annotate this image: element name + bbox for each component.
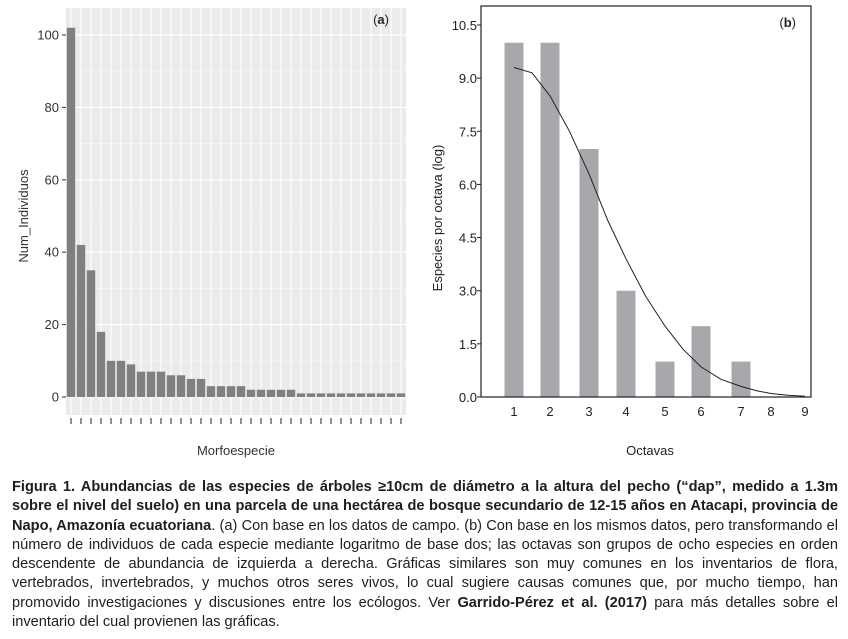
bar	[116, 360, 126, 397]
bar	[376, 393, 386, 397]
bar	[156, 371, 166, 397]
chart-a-abundance-bars: 0 20 40 60 80 100 Morfoespecie Num_Individuos (a…	[16, 8, 406, 458]
panel-label-a: (a)	[373, 12, 389, 27]
x-tick-label: 1	[510, 404, 517, 419]
y-tick-label: 20	[45, 317, 59, 332]
caption-reference-link[interactable]: Garrido-Pérez et al. (2017)	[457, 594, 647, 611]
bar	[396, 393, 406, 397]
y-tick-label: 80	[45, 100, 59, 115]
x-tick-label: 3	[585, 404, 592, 419]
chart-b-octave-bars: 0.0 1.5 3.0 4.5 6.0 7.5 9.0 10.5 1 2 3 4 5 6 7 8 9 Octava…	[430, 5, 812, 458]
bar	[286, 389, 296, 397]
bar	[136, 371, 146, 397]
bar	[186, 378, 196, 397]
x-tick-label: 8	[767, 404, 774, 419]
x-tick-label: 6	[697, 404, 704, 419]
y-tick-label: 6.0	[459, 177, 477, 192]
bar	[166, 375, 176, 397]
bar	[256, 389, 266, 397]
bar	[616, 290, 636, 397]
bar	[316, 393, 326, 397]
bar	[176, 375, 186, 397]
bar	[579, 149, 599, 397]
y-tick-label: 9.0	[459, 71, 477, 86]
y-tick-label: 0	[52, 390, 59, 405]
caption-bold-title: Figura 1. Abundancias de las especies de…	[12, 479, 838, 534]
plot-frame	[480, 5, 812, 398]
y-tick-label: 1.5	[459, 337, 477, 352]
bar	[356, 393, 366, 397]
bar	[296, 393, 306, 397]
bar	[86, 270, 96, 397]
bar	[336, 393, 346, 397]
bar	[691, 326, 711, 397]
x-tick-label: 4	[622, 404, 629, 419]
x-tick-label: 2	[546, 404, 553, 419]
y-tick-label: 4.5	[459, 231, 477, 246]
x-tick-label: 5	[661, 404, 668, 419]
bar	[346, 393, 356, 397]
bar	[366, 393, 376, 397]
y-tick-label: 10.5	[452, 18, 477, 33]
bar	[196, 378, 206, 397]
figure-panels: 0 20 40 60 80 100 Morfoespecie Num_Individuos (a…	[16, 5, 812, 458]
panel-label-b: (b)	[779, 15, 796, 30]
bar	[216, 386, 226, 397]
bar	[146, 371, 156, 397]
bar	[276, 389, 286, 397]
bar	[504, 42, 524, 397]
bar	[96, 331, 106, 397]
bar	[306, 393, 316, 397]
bar	[655, 361, 675, 397]
y-axis-title: Num_Individuos	[16, 169, 31, 263]
bar	[76, 244, 86, 397]
bar	[226, 386, 236, 397]
bar	[106, 360, 116, 397]
bar	[66, 27, 76, 397]
x-tick-label: 9	[801, 404, 808, 419]
caption-tail: para más detalles sobre el inventario de…	[12, 594, 838, 631]
y-tick-label: 60	[45, 172, 59, 187]
y-tick-label: 3.0	[459, 284, 477, 299]
x-tick-label: 7	[737, 404, 744, 419]
x-axis-title: Octavas	[626, 443, 674, 458]
caption-body: . (a) Con base en los datos de campo. (b…	[12, 517, 838, 611]
y-axis-title: Especies por octava (log)	[430, 145, 445, 292]
bar	[206, 386, 216, 397]
y-tick-label: 7.5	[459, 124, 477, 139]
bar	[386, 393, 396, 397]
bar	[126, 364, 136, 397]
bar	[246, 389, 256, 397]
bar	[731, 361, 751, 397]
bar	[326, 393, 336, 397]
bar	[266, 389, 276, 397]
fitted-curve-line	[513, 67, 806, 397]
y-tick-label: 100	[37, 28, 59, 43]
bar	[236, 386, 246, 397]
y-tick-label: 0.0	[459, 390, 477, 405]
plot-background	[66, 8, 406, 415]
x-axis-title: Morfoespecie	[197, 443, 275, 458]
bar	[540, 42, 560, 397]
figure-caption: Figura 1. Abundancias de las especies de…	[12, 478, 838, 632]
y-tick-label: 40	[45, 245, 59, 260]
